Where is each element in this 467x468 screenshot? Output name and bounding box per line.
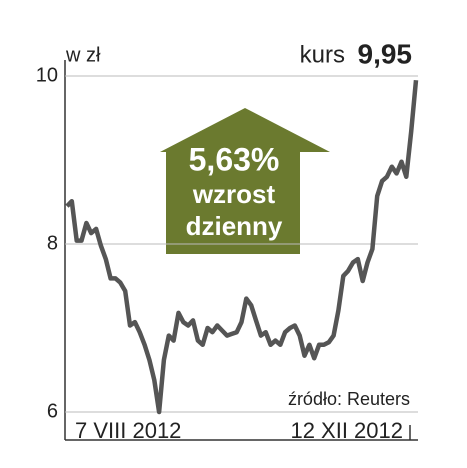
source: źródło: Reuters — [288, 389, 410, 409]
arrow — [160, 108, 330, 254]
title-value: 9,95 — [358, 38, 413, 69]
annotation-text: dzienny — [186, 211, 283, 241]
chart-title: kurs — [300, 41, 345, 68]
annotation-text: wzrost — [192, 179, 276, 209]
y-tick-label: 6 — [47, 400, 58, 422]
y-axis-label: w zł — [65, 44, 101, 66]
annotation-value: 5,63% — [189, 141, 280, 177]
y-tick-label: 10 — [36, 64, 58, 86]
y-tick-label: 8 — [47, 232, 58, 254]
x-tick-label: 7 VIII 2012 — [75, 418, 181, 443]
x-tick-label: 12 XII 2012 — [290, 418, 403, 443]
line — [65, 79, 419, 415]
